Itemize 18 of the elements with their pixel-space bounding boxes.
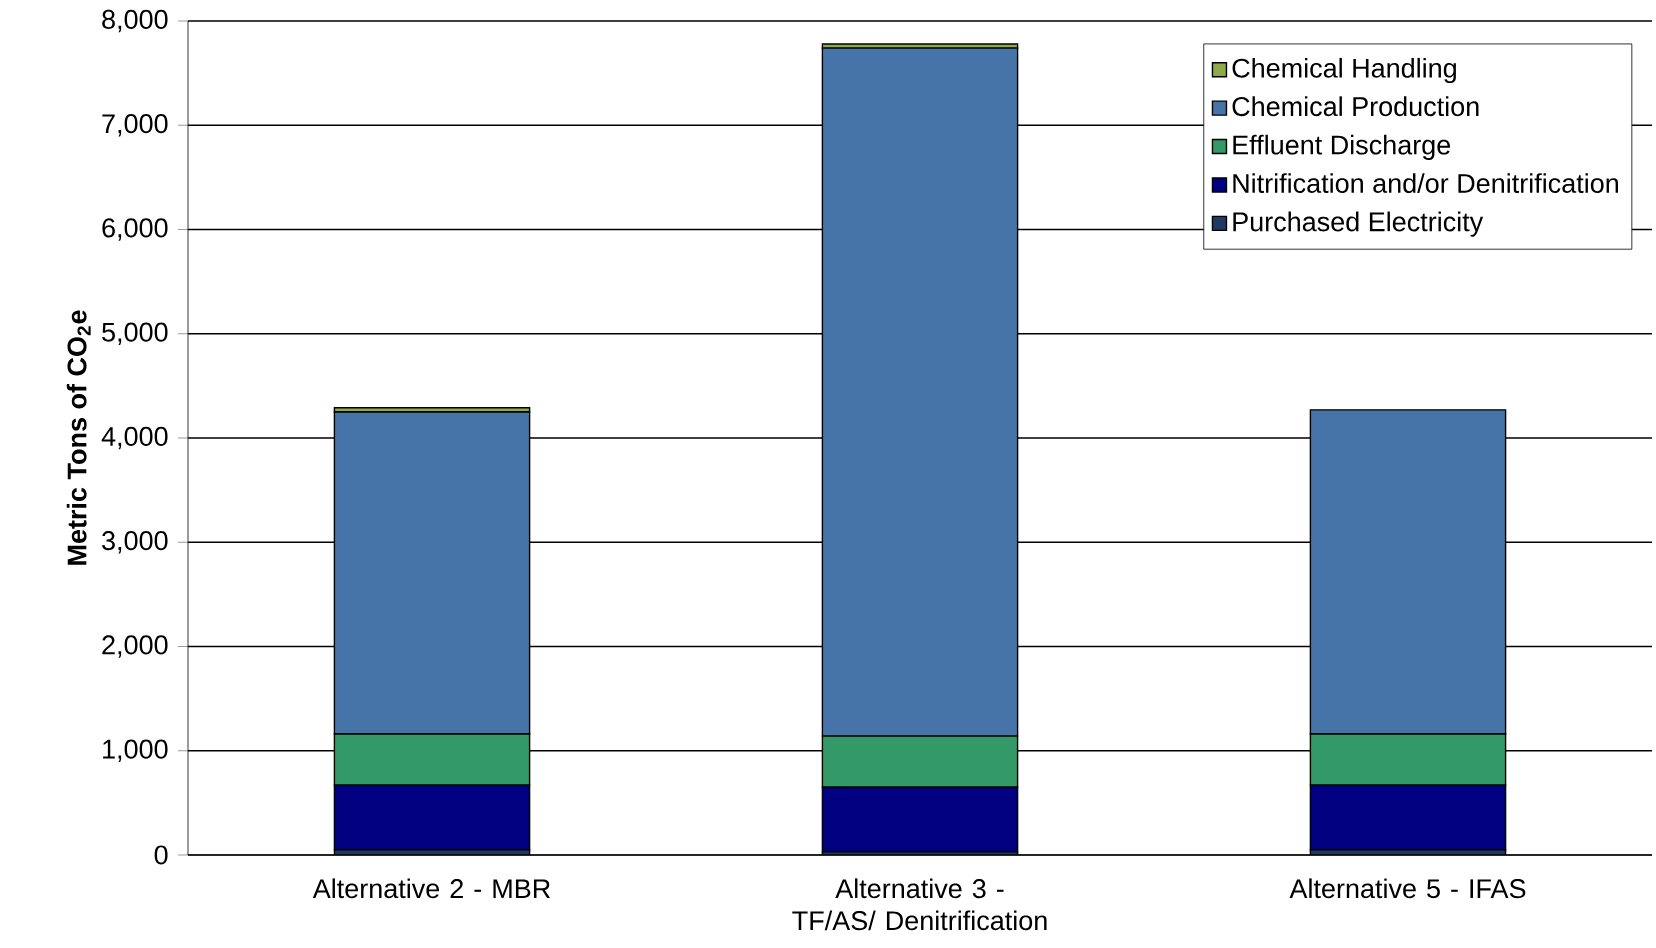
y-tick-label: 8,000 bbox=[102, 9, 168, 33]
y-tick-label: 4,000 bbox=[101, 426, 168, 450]
x-tick-label: Alternative 5 - IFAS bbox=[1289, 878, 1526, 899]
legend-label: Purchased Electricity bbox=[1233, 211, 1484, 237]
legend-label: Effluent Discharge bbox=[1233, 134, 1451, 160]
x-tick-label: Alternative 2 - MBR bbox=[312, 878, 550, 899]
y-tick-label: 6,000 bbox=[102, 218, 168, 241]
legend-label: Chemical Handling bbox=[1232, 57, 1456, 84]
y-tick-label: 0 bbox=[154, 845, 168, 865]
y-axis-title: Metric Tons of CO$_{2}$e bbox=[66, 310, 91, 565]
y-tick-label: 5,000 bbox=[102, 322, 168, 345]
y-tick-label: 7,000 bbox=[102, 114, 168, 137]
x-tick-label: Alternative 3 - TF/AS/ Denitrification bbox=[792, 878, 1047, 931]
y-tick-label: 1,000 bbox=[103, 739, 168, 762]
legend-label: Nitrification and/or Denitrification bbox=[1233, 173, 1618, 193]
y-tick-label: 2,000 bbox=[102, 635, 168, 658]
y-tick-label: 3,000 bbox=[102, 531, 168, 554]
legend-label: Chemical Production bbox=[1232, 96, 1479, 117]
